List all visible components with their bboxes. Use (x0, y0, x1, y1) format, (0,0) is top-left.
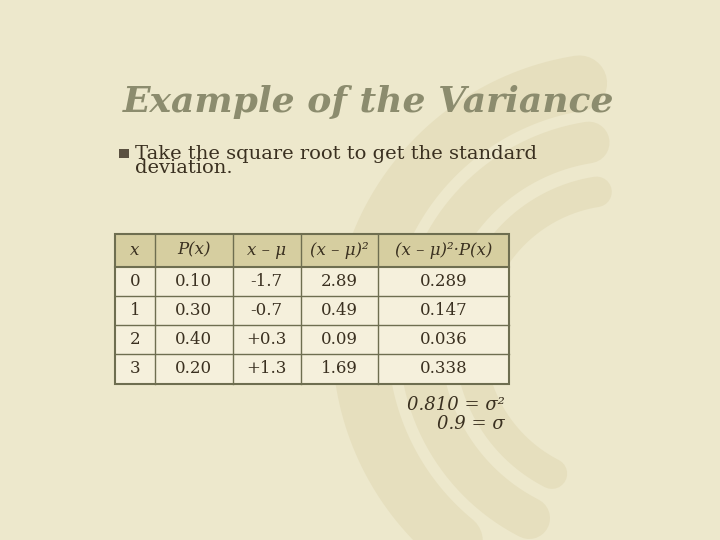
Text: +0.3: +0.3 (246, 331, 287, 348)
Text: 0.147: 0.147 (420, 302, 467, 319)
Text: 0.338: 0.338 (420, 361, 467, 377)
Text: 0: 0 (130, 273, 140, 289)
Text: (x – μ)²·P(x): (x – μ)²·P(x) (395, 242, 492, 259)
Text: 2.89: 2.89 (321, 273, 358, 289)
Text: 1: 1 (130, 302, 140, 319)
Bar (114, 354, 508, 383)
Text: x – μ: x – μ (247, 242, 287, 259)
Bar (114, 296, 508, 325)
Text: 0.40: 0.40 (175, 331, 212, 348)
Text: -0.7: -0.7 (251, 302, 283, 319)
Text: Take the square root to get the standard: Take the square root to get the standard (135, 145, 537, 163)
Text: 0.9 = σ: 0.9 = σ (437, 415, 505, 433)
Text: 0.09: 0.09 (321, 331, 358, 348)
Bar (120, 148, 129, 158)
Text: Example of the Variance: Example of the Variance (123, 85, 615, 119)
Text: x: x (130, 242, 140, 259)
Text: 1.69: 1.69 (321, 361, 358, 377)
Text: 0.810 = σ²: 0.810 = σ² (407, 396, 505, 414)
Text: P(x): P(x) (177, 242, 211, 259)
Text: 0.10: 0.10 (175, 273, 212, 289)
Bar (114, 325, 508, 354)
Text: -1.7: -1.7 (251, 273, 283, 289)
Text: 0.49: 0.49 (321, 302, 358, 319)
Text: deviation.: deviation. (135, 159, 233, 177)
Bar (114, 234, 508, 383)
Text: 0.289: 0.289 (420, 273, 467, 289)
Text: (x – μ)²: (x – μ)² (310, 242, 369, 259)
Bar (114, 234, 508, 267)
Text: 2: 2 (130, 331, 140, 348)
Text: 3: 3 (130, 361, 140, 377)
Text: 0.30: 0.30 (175, 302, 212, 319)
Text: 0.036: 0.036 (420, 331, 467, 348)
Text: +1.3: +1.3 (246, 361, 287, 377)
Text: 0.20: 0.20 (175, 361, 212, 377)
Bar (114, 267, 508, 296)
